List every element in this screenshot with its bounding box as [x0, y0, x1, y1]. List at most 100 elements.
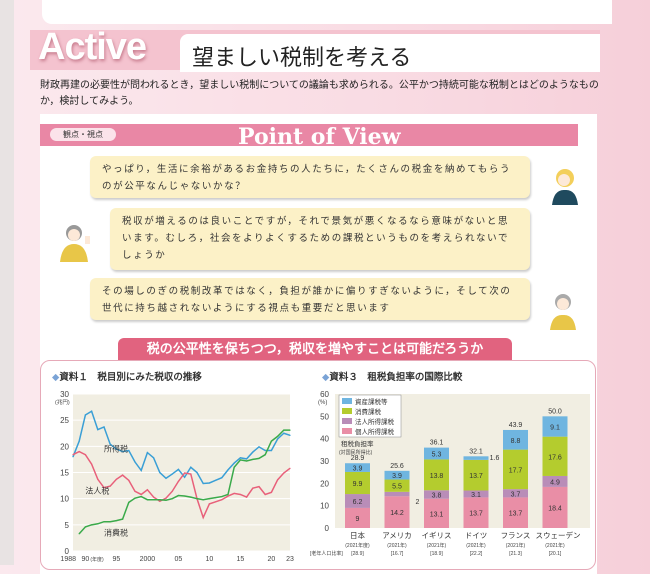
legend-swatch [342, 398, 352, 404]
bar-value-label: 13.8 [430, 473, 444, 480]
data-point [246, 460, 248, 462]
data-point [233, 466, 235, 468]
category-label: ドイツ [465, 531, 488, 540]
data-point [103, 521, 105, 523]
data-point [208, 482, 210, 484]
legend-swatch [342, 418, 352, 424]
bar-value-label: 1.6 [490, 455, 500, 462]
data-point [190, 496, 192, 498]
x-tick-label: 95 [113, 556, 121, 563]
legend-label: 資産課税等 [355, 397, 388, 406]
category-year: (2021年度) [345, 542, 370, 549]
data-point [72, 454, 74, 456]
data-point [122, 518, 124, 520]
man-avatar-icon [60, 225, 90, 262]
category-aging: [28.9] [351, 551, 364, 557]
data-point [122, 474, 124, 476]
bar-segment [463, 490, 489, 498]
y-tick-label: 30 [60, 390, 69, 399]
chart3-title: ◆資料３ 租税負担率の国際比較 [322, 369, 462, 383]
data-point [283, 432, 285, 434]
category-year: (2021年) [387, 542, 407, 549]
data-point [270, 440, 272, 442]
legend-label: 法人所得課税 [355, 417, 395, 426]
data-point [252, 487, 254, 489]
data-point [171, 490, 173, 492]
data-point [196, 498, 198, 500]
data-point [171, 498, 173, 500]
series-line-0 [72, 410, 291, 485]
bar-segment [424, 498, 449, 528]
series-label: 法人税 [85, 485, 109, 495]
speech-bubble: やっぱり，生活に余裕があるお金持ちの人たちに，たくさんの税金を納めてもらうのが公… [90, 156, 530, 198]
data-point [264, 454, 266, 456]
data-point [184, 476, 186, 478]
data-point [97, 523, 99, 525]
speech-bubble: その場しのぎの税制改革ではなく，負担が誰かに偏りすぎないように，そして次の世代に… [90, 278, 530, 320]
data-point [128, 479, 130, 481]
x-tick-label: 1988 [60, 556, 76, 563]
bar-value-label: 9.9 [353, 481, 363, 488]
data-point [221, 495, 223, 498]
data-point [283, 429, 285, 431]
active-badge: Active [38, 26, 147, 68]
category-label: フランス [501, 531, 531, 540]
data-point [202, 482, 204, 485]
bar-value-label: 6.2 [353, 499, 363, 506]
data-point [159, 499, 161, 501]
y-tick-label: 20 [60, 442, 69, 451]
legend-swatch [342, 408, 352, 414]
data-point [128, 501, 130, 503]
data-point [289, 429, 291, 431]
data-point [146, 499, 148, 501]
bar-value-label: 3.1 [471, 492, 481, 499]
legend-label: 個人所得課税 [355, 427, 395, 436]
bar-segment [345, 463, 370, 472]
data-point [252, 451, 254, 453]
data-point [153, 457, 155, 459]
y-tick-label: 30 [320, 457, 329, 466]
data-point [277, 438, 279, 440]
data-point [177, 494, 179, 497]
category-label: イギリス [422, 531, 452, 540]
top-box [42, 0, 612, 24]
data-point [78, 450, 80, 453]
y-axis-unit: (%) [318, 400, 327, 406]
data-point [277, 479, 279, 481]
data-point [91, 524, 93, 526]
footnote-label: [老年人口比率] [310, 550, 343, 557]
data-point [258, 446, 260, 448]
data-point [208, 498, 210, 500]
student-avatar-icon [552, 169, 578, 205]
chart3-label: 資料３ [329, 372, 358, 383]
data-point [78, 440, 80, 442]
y-tick-label: 5 [65, 521, 70, 530]
chart3-title-text: 租税負担率の国際比較 [367, 372, 463, 383]
bar-total-label: 32.1 [469, 448, 483, 455]
data-point [202, 499, 204, 501]
pov-tag: 観点・視点 [50, 128, 116, 141]
data-point [72, 456, 74, 458]
bar-segment [542, 436, 568, 476]
data-point [258, 457, 260, 459]
bar-segment [463, 456, 489, 460]
data-point [134, 461, 136, 463]
bar-value-label: 2 [416, 499, 420, 506]
bar-value-label: 3.8 [432, 493, 442, 500]
data-point [239, 457, 241, 459]
bar-segment [384, 470, 410, 480]
annotation: 租税負担率 [341, 439, 374, 448]
bar-value-label: 13.1 [430, 511, 444, 518]
x-tick-label: 10 [206, 556, 214, 563]
data-point [227, 495, 229, 497]
data-point [252, 458, 254, 461]
category-aging: [16.7] [391, 551, 404, 557]
data-point [103, 426, 105, 428]
data-point [171, 473, 173, 475]
data-point [289, 467, 291, 469]
x-tick-label: 90 [82, 556, 90, 563]
chart1-title-text: 税目別にみた税収の推移 [97, 372, 202, 383]
category-aging: [21.3] [509, 551, 522, 557]
data-point [202, 516, 204, 519]
